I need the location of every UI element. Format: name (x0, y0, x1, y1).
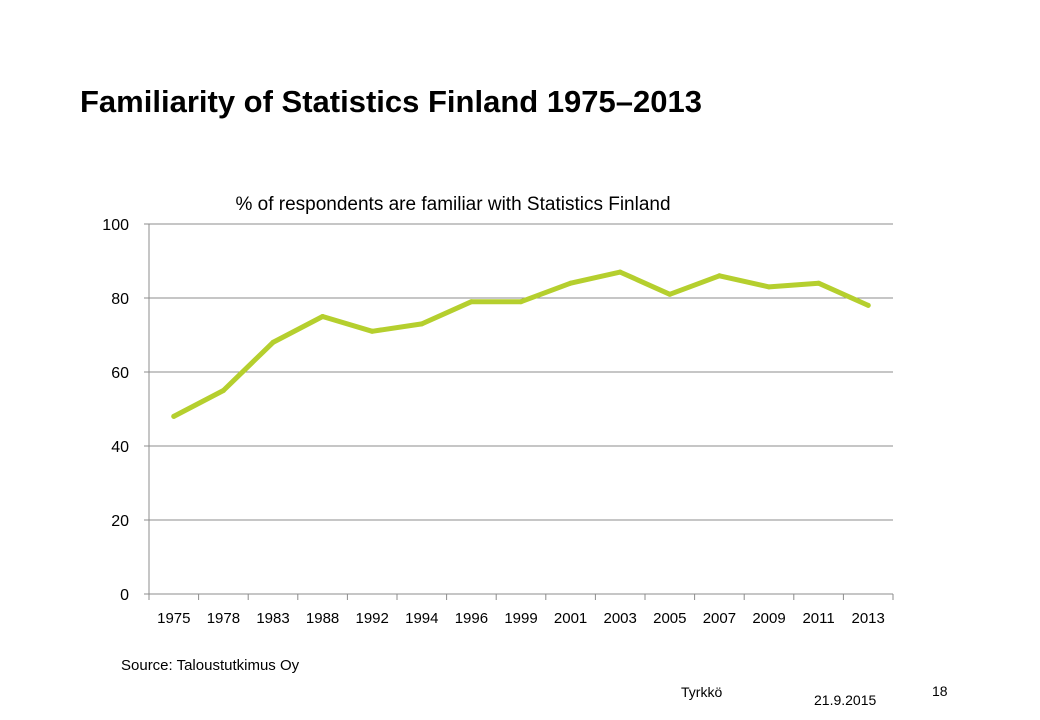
data-point (766, 284, 772, 290)
data-point (617, 269, 623, 275)
x-tick-label: 2009 (752, 610, 785, 627)
footer-date: 21.9.2015 (814, 692, 877, 708)
x-tick-label: 1994 (405, 610, 438, 627)
data-point (468, 299, 474, 305)
data-point (270, 339, 276, 345)
chart-title: % of respondents are familiar with Stati… (235, 194, 670, 215)
footer-author: Tyrkkö (681, 684, 723, 700)
x-tick-label: 1983 (256, 610, 289, 627)
source-note: Source: Taloustutkimus Oy (121, 657, 300, 674)
x-tick-label: 2007 (703, 610, 736, 627)
y-tick-label: 80 (111, 291, 129, 308)
data-point (369, 328, 375, 334)
x-tick-label: 1992 (356, 610, 389, 627)
x-tick-label: 1996 (455, 610, 488, 627)
data-point (220, 388, 226, 393)
data-point (568, 280, 574, 286)
data-point (419, 321, 425, 327)
x-tick-label: 1975 (157, 610, 190, 627)
y-tick-label: 40 (111, 439, 129, 456)
page-number: 18 (932, 683, 948, 699)
slide-title: Familiarity of Statistics Finland 1975–2… (80, 84, 702, 119)
gridlines (149, 223, 893, 521)
data-point (171, 413, 177, 419)
x-tick-label: 1999 (504, 610, 537, 627)
axes (144, 223, 894, 600)
x-tick-label: 2003 (604, 610, 637, 627)
y-tick-label: 20 (111, 513, 129, 530)
x-tick-label: 2001 (554, 610, 587, 627)
data-point (816, 280, 822, 286)
x-tick-label: 2005 (653, 610, 686, 627)
y-tick-label: 100 (102, 217, 129, 234)
data-point (518, 299, 524, 305)
y-tick-label: 0 (120, 587, 129, 604)
x-tick-label: 1988 (306, 610, 339, 627)
tick-labels: 0 20 40 60 80 100 1975 1978 1983 1988 1992 1994 1996… (102, 217, 885, 627)
data-point (320, 314, 326, 319)
series-line (171, 269, 871, 419)
x-tick-label: 2013 (852, 610, 885, 627)
data-point (716, 273, 722, 279)
series-layer (171, 269, 871, 419)
data-point (865, 302, 871, 308)
x-tick-label: 1978 (207, 610, 240, 627)
data-point (667, 291, 673, 297)
y-tick-label: 60 (111, 365, 129, 382)
x-tick-label: 2011 (802, 610, 834, 627)
